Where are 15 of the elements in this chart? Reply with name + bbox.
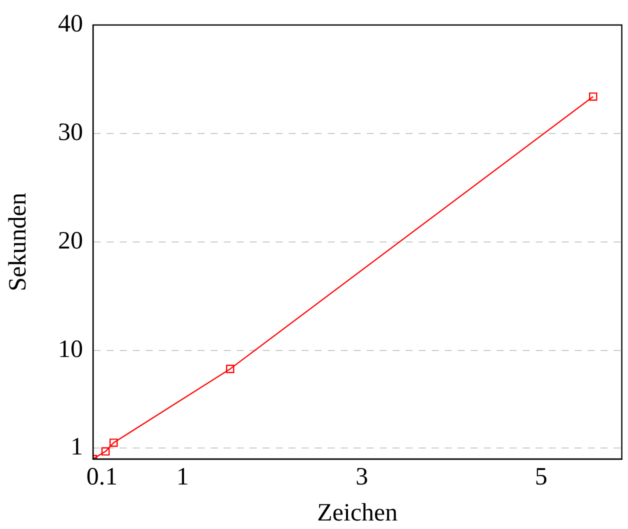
y-tick-label: 40 <box>58 10 83 38</box>
point <box>109 438 118 447</box>
y-axis-title: Sekunden <box>4 192 32 292</box>
x-tick-label: 5 <box>534 464 548 491</box>
y-tick-label: 30 <box>58 119 83 146</box>
y-tick-label: 1 <box>70 434 83 461</box>
x-axis-title: Zeichen <box>317 500 398 527</box>
x-tick-label: 1 <box>176 464 189 491</box>
point <box>101 447 110 456</box>
y-tick-label: 20 <box>58 228 83 255</box>
point <box>588 92 598 101</box>
x-tick-label: 3 <box>356 464 368 491</box>
y-tick-label: 10 <box>58 336 83 364</box>
x-tick-label: 0.1 <box>86 464 118 491</box>
point <box>226 364 234 374</box>
